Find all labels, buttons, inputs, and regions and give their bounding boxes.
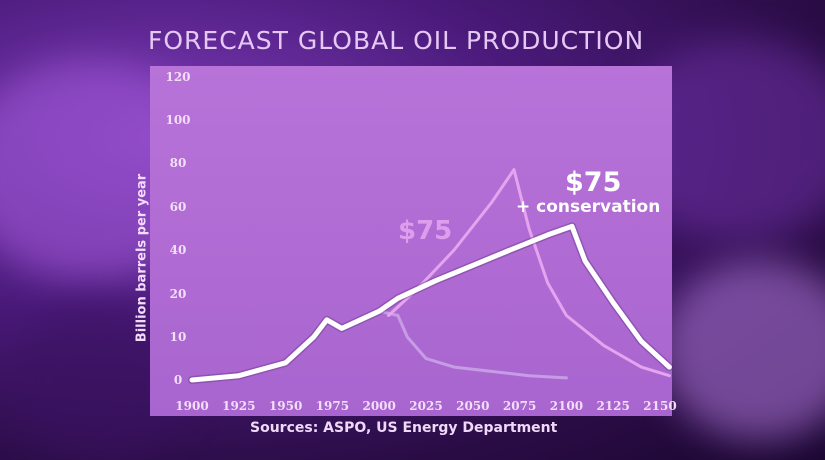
x-tick-label: 2100 — [550, 399, 583, 413]
source-note: Sources: ASPO, US Energy Department — [250, 420, 558, 436]
y-tick-label: 40 — [170, 243, 187, 257]
annotation-75: $75 — [398, 216, 452, 246]
annotations: $75$75+ conservation — [398, 167, 660, 246]
x-tick-label: 2125 — [596, 399, 629, 413]
chart-title: FORECAST GLOBAL OIL PRODUCTION — [148, 26, 645, 55]
background-blob — [660, 260, 825, 440]
y-tick-label: 60 — [170, 200, 187, 214]
y-tick-label: 10 — [170, 330, 187, 344]
x-tick-label: 1975 — [316, 399, 349, 413]
series-line-75-conservation — [189, 223, 672, 383]
series-line-75 — [387, 168, 671, 378]
y-tick-label: 120 — [165, 70, 190, 84]
series-line-shadow — [188, 222, 674, 384]
series-lines — [188, 168, 674, 384]
annotation-conservation: + conservation — [516, 197, 660, 217]
annotation-75-conservation: $75 — [565, 167, 621, 198]
y-tick-label: 20 — [170, 287, 187, 301]
x-axis-ticks: 1900 1925 1950 1975 2000 2025 2050 2075 2100 2125… — [175, 399, 676, 413]
x-tick-label: 2050 — [456, 399, 489, 413]
y-axis-ticks: 0 10 20 40 60 80 100 120 — [165, 70, 190, 387]
y-tick-label: 100 — [165, 113, 190, 127]
x-tick-label: 2075 — [503, 399, 536, 413]
x-tick-label: 2150 — [643, 399, 676, 413]
y-tick-label: 80 — [170, 156, 187, 170]
plot-area — [150, 66, 672, 416]
y-tick-label: 0 — [174, 373, 182, 387]
x-tick-label: 2025 — [409, 399, 442, 413]
x-tick-label: 1900 — [175, 399, 208, 413]
x-tick-label: 2000 — [362, 399, 395, 413]
x-tick-label: 1925 — [222, 399, 255, 413]
x-tick-label: 1950 — [269, 399, 302, 413]
